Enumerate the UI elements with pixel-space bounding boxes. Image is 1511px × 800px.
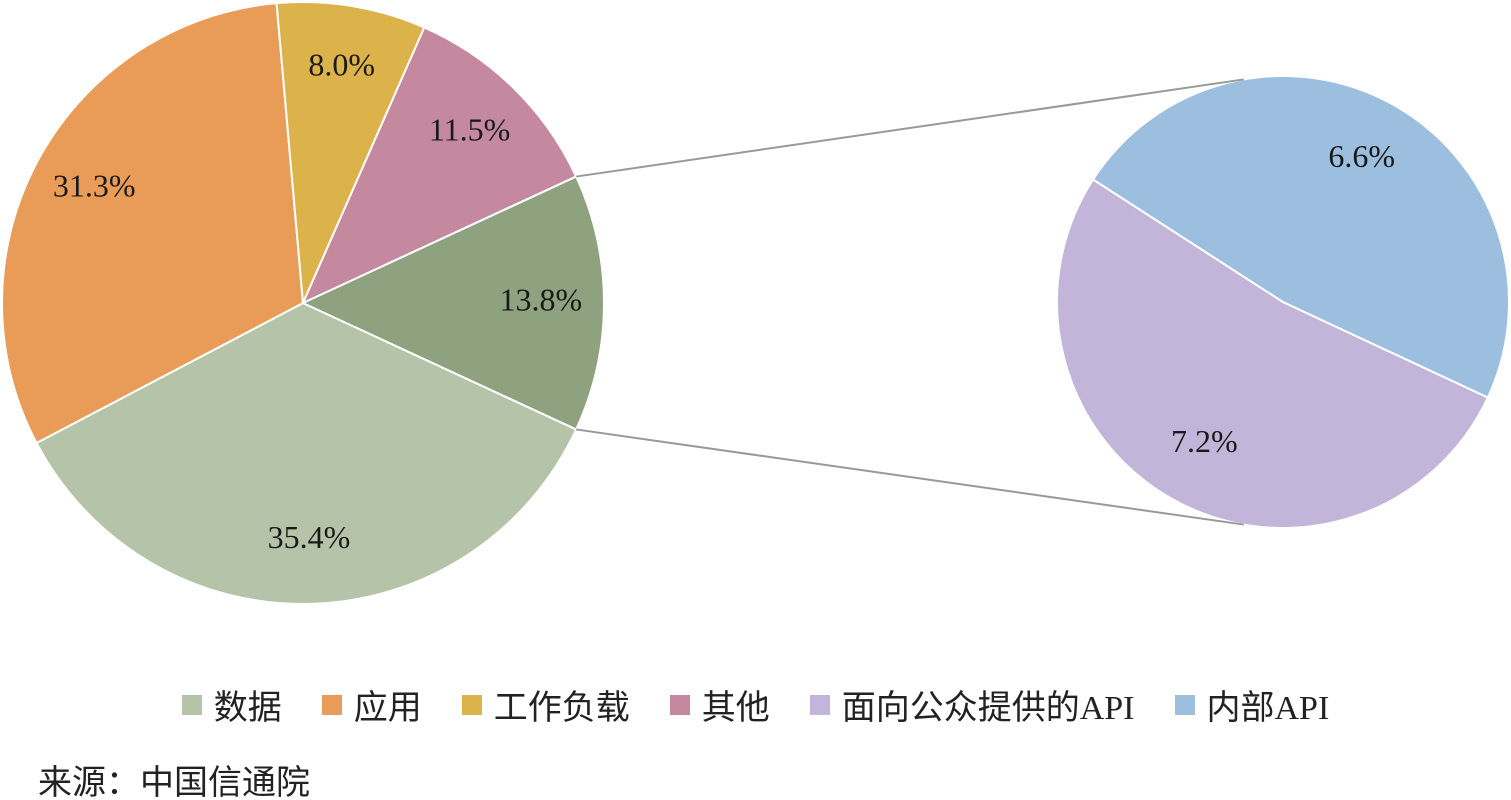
legend-label: 应用 [353,690,422,727]
data-label: 35.4% [268,519,351,555]
legend-item: 数据 [181,680,282,729]
data-label: 31.3% [53,167,136,203]
chart: 35.4% 31.3% 8.0% 11.5% 13.8% 7.2% 6.6% [1,1,1511,605]
pie-slice [275,1,426,304]
legend-swatch [461,694,482,715]
legend-label: 内部API [1206,690,1330,727]
legend-label: 面向公众提供的API [841,690,1135,727]
data-label: 11.5% [429,112,510,148]
pie-slice [301,26,578,306]
pie-slice [1091,75,1511,399]
data-label: 7.2% [1171,423,1238,459]
legend-label: 数据 [213,690,282,727]
connector-line [576,78,1244,178]
legend-swatch [1174,694,1195,715]
pie-slice [300,175,605,431]
legend-item: 其他 [669,680,770,729]
legend-swatch [809,694,830,715]
legend-swatch [669,694,690,715]
legend-item: 内部API [1174,680,1330,729]
legend-swatch [181,694,202,715]
pie-slice [1056,178,1490,529]
legend-label: 其他 [701,690,770,727]
legend-item: 面向公众提供的API [809,680,1135,729]
legend: 数据 应用 工作负载 其他 面向公众提供的API 内部API [0,680,1511,729]
data-label: 8.0% [308,47,375,83]
connector-line [576,428,1244,526]
data-label: 6.6% [1328,138,1395,174]
legend-swatch [321,694,342,715]
source: 来源：中国信通院 [38,765,310,800]
pie-slice [1,2,305,445]
data-label: 13.8% [499,281,582,317]
legend-item: 工作负载 [461,680,630,729]
legend-item: 应用 [321,680,422,729]
legend-label: 工作负载 [493,690,630,727]
pie-slice [35,301,578,605]
